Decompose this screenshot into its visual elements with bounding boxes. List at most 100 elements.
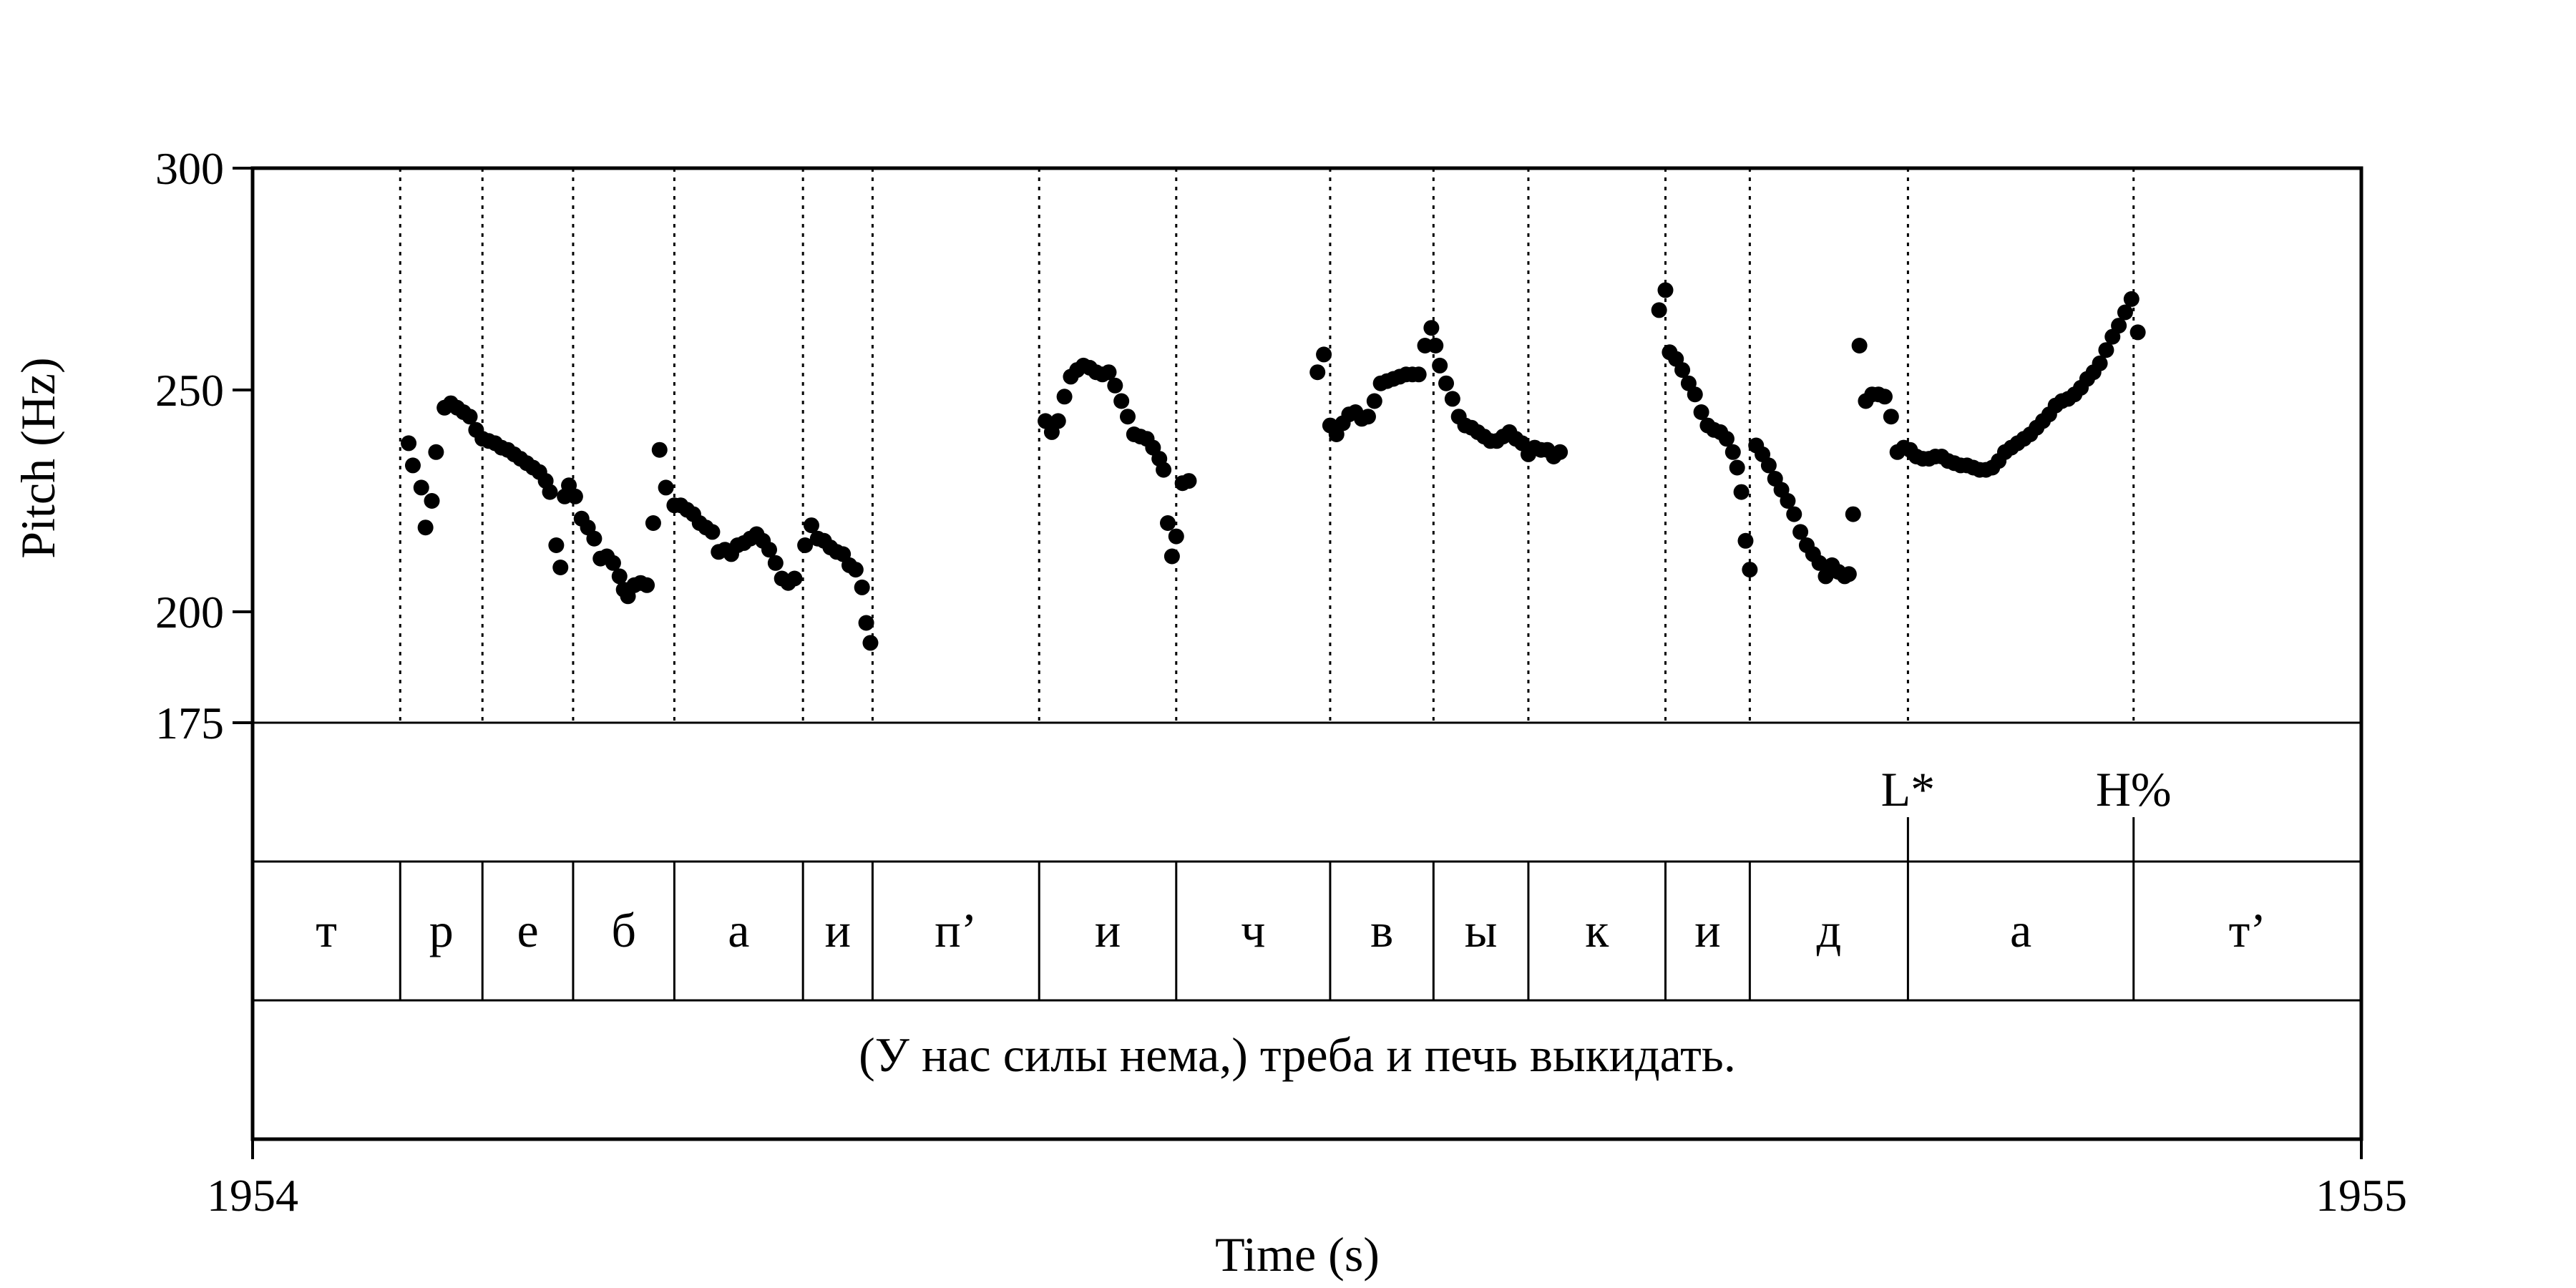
pitch-point — [858, 615, 874, 631]
pitch-point — [1552, 444, 1568, 460]
pitch-point — [1050, 413, 1066, 429]
pitch-point — [1410, 366, 1427, 383]
pitch-point — [1840, 566, 1857, 582]
pitch-point — [424, 493, 440, 509]
pitch-point — [1657, 282, 1674, 298]
segment-label: а — [2010, 903, 2031, 957]
pitch-point — [1168, 528, 1184, 545]
pitch-point — [413, 479, 429, 496]
pitch-point — [2123, 291, 2140, 307]
pitch-point — [586, 530, 602, 547]
pitch-point — [658, 479, 674, 496]
segment-label: б — [611, 903, 636, 957]
segment-label: к — [1585, 903, 1609, 957]
x-tick-label: 1954 — [207, 1170, 298, 1221]
segment-label: и — [1095, 903, 1121, 957]
pitch-point — [1737, 532, 1754, 549]
segment-label: е — [517, 903, 538, 957]
plot-frame — [250, 166, 2363, 1141]
pitch-point — [1113, 393, 1130, 409]
y-axis-title: Pitch (Hz) — [11, 357, 65, 558]
pitch-point — [786, 570, 803, 587]
pitch-point — [1056, 389, 1073, 405]
pitch-point — [761, 542, 778, 558]
pitch-point — [639, 577, 655, 593]
pitch-point — [651, 441, 668, 458]
segment-label: т’ — [2229, 903, 2266, 957]
y-tick-label: 300 — [155, 143, 224, 194]
pitch-point — [548, 537, 565, 553]
tier-segments: т р е б а и п’ и ч в ы к и д а т’ — [316, 862, 2266, 1000]
pitch-point — [1444, 391, 1460, 407]
segment-label: и — [825, 903, 851, 957]
y-tick-label: 250 — [155, 365, 224, 416]
x-axis-title: Time (s) — [1215, 1227, 1380, 1282]
frame — [250, 166, 2363, 1141]
pitch-point — [1438, 375, 1455, 391]
pitch-point — [1163, 548, 1180, 565]
tier-tones: L* H% — [1881, 762, 2172, 862]
tone-label: L* — [1881, 762, 1936, 816]
pitch-point — [1159, 515, 1176, 531]
pitch-point — [1120, 409, 1136, 425]
pitch-point — [1883, 409, 1899, 425]
pitch-point — [1811, 555, 1828, 571]
segment-label: р — [429, 903, 454, 957]
pitch-point — [611, 568, 628, 585]
pitch-point — [1760, 457, 1777, 474]
pitch-point — [2092, 355, 2108, 371]
pitch-point — [2129, 324, 2146, 341]
pitch-point — [1851, 338, 1868, 353]
pitch-point — [1181, 473, 1197, 489]
pitch-point — [417, 519, 434, 536]
y-tick-label: 175 — [155, 698, 224, 748]
pitch-point — [1432, 357, 1448, 374]
pitch-point — [1651, 302, 1667, 318]
pitch-point — [854, 579, 870, 595]
pitch-point — [1360, 409, 1376, 425]
pitch-point — [1674, 362, 1691, 379]
pitch-point — [605, 555, 621, 571]
tone-label: H% — [2096, 762, 2172, 816]
pitch-point — [862, 635, 879, 651]
pitch-point — [1724, 444, 1741, 460]
pitch-point — [1316, 346, 1332, 363]
points — [401, 282, 2146, 651]
pitch-point — [2098, 342, 2114, 358]
pitch-point — [1687, 386, 1703, 403]
pitch-point — [2111, 318, 2127, 334]
pitch-point — [567, 488, 583, 504]
pitch-point — [1101, 364, 1117, 381]
pitch-point — [803, 517, 819, 534]
pitch-point — [1423, 320, 1440, 336]
x-tick-label: 1955 — [2316, 1170, 2407, 1221]
pitch-point — [1107, 377, 1123, 394]
pitch-point — [1718, 431, 1735, 447]
pitch-point — [1428, 338, 1444, 353]
segment-label: п’ — [935, 903, 977, 957]
segment-label: ч — [1241, 903, 1265, 957]
pitch-point — [1845, 506, 1861, 522]
pitch-point — [404, 457, 421, 474]
y-ticks: 300 250 200 175 — [155, 143, 253, 748]
pitch-point — [428, 444, 444, 460]
pitch-point — [1742, 562, 1758, 578]
pitch-point — [797, 537, 814, 553]
segment-label: ы — [1465, 903, 1498, 957]
pitch-point — [1733, 484, 1750, 500]
pitch-point — [704, 524, 721, 540]
pitch-point — [1780, 493, 1796, 509]
pitch-point — [462, 409, 478, 425]
pitch-point — [645, 515, 661, 531]
pitch-point — [1693, 404, 1709, 420]
y-tick-label: 200 — [155, 587, 224, 638]
pitch-point — [767, 555, 784, 571]
pitch-point — [1876, 389, 1893, 405]
pitch-point — [1729, 459, 1745, 476]
segment-label: т — [316, 903, 337, 957]
segment-label: д — [1817, 903, 1842, 957]
pitch-point — [552, 560, 569, 575]
pitch-point — [401, 435, 417, 452]
segment-label: а — [728, 903, 749, 957]
